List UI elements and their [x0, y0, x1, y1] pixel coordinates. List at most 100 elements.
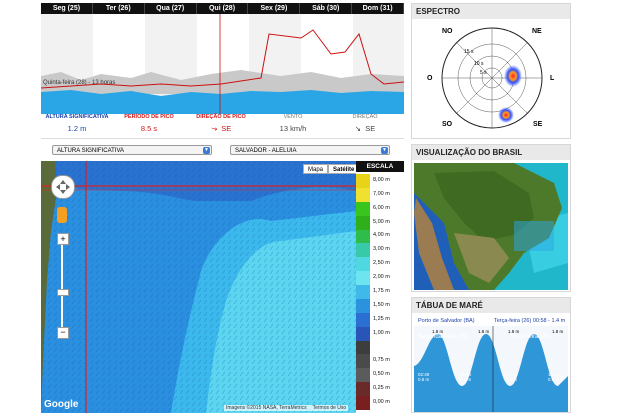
- metric-value: 8.5 s: [140, 124, 158, 133]
- spectrum-title: ESPECTRO: [412, 4, 570, 19]
- tide-low: 02:49 0.8 m: [418, 372, 430, 382]
- metric-direcao: DIREÇÃO ↘ SE: [325, 114, 405, 133]
- scale-label: 1,50 m: [373, 301, 390, 308]
- zoom-slider-handle[interactable]: [57, 289, 69, 296]
- arrow-icon: ↘: [208, 123, 219, 134]
- day-selector-bar: Seg (25) Ter (26) Qua (27) Qui (28) Sex …: [41, 3, 405, 14]
- chevron-down-icon: ▼: [203, 147, 210, 154]
- scale-swatch: [356, 285, 370, 300]
- metric-value: 1.2 m: [67, 124, 87, 133]
- tide-peak-height: 1.8 m: [478, 329, 490, 334]
- scale-label: 4,00 m: [373, 232, 390, 239]
- spectrum-dir-e: L: [550, 75, 555, 82]
- metric-altura: ALTURA SIGNIFICATIVA 1.2 m: [37, 114, 117, 133]
- zoom-in-button[interactable]: +: [57, 233, 69, 245]
- tide-chart[interactable]: [414, 326, 568, 412]
- metric-label: VENTO: [283, 114, 303, 120]
- brazil-title: VISUALIZAÇÃO DO BRASIL: [412, 145, 570, 160]
- tide-port: Porto de Salvador (BA): [418, 318, 475, 324]
- scale-swatch: [356, 298, 370, 314]
- scale-swatch: [356, 340, 370, 355]
- scale-label: 5,00 m: [373, 218, 390, 225]
- google-logo: Google: [44, 399, 79, 410]
- chevron-down-icon: ▼: [381, 147, 388, 154]
- metric-label: ALTURA SIGNIFICATIVA: [45, 114, 109, 120]
- scale-swatch: [356, 354, 370, 369]
- pegman-icon[interactable]: [57, 207, 67, 223]
- map-type-map-button[interactable]: Mapa: [303, 164, 329, 174]
- spectrum-dir-w: O: [427, 75, 433, 82]
- map-type-control: Mapa Satélite: [303, 164, 356, 174]
- metric-value: ↘ SE: [208, 123, 232, 134]
- scale-swatch: [356, 326, 370, 342]
- scale-legend: ESCALA 8,00 m 7,00 m 6,00 m 5,00 m 4,00 m 3,0…: [356, 161, 404, 413]
- spectrum-period-label: 5 s: [480, 70, 487, 76]
- scale-label: 6,00 m: [373, 204, 390, 211]
- tide-peak-height: 1.8 m: [508, 329, 520, 334]
- scale-label: 2,50 m: [373, 260, 390, 267]
- forecast-metrics: ALTURA SIGNIFICATIVA 1.2 m PERÍODO DE PI…: [41, 114, 404, 138]
- terms-link[interactable]: Termos de Uso: [312, 405, 347, 411]
- scale-label: 3,00 m: [373, 246, 390, 253]
- day-tab[interactable]: Sex (29): [248, 3, 301, 14]
- variable-select[interactable]: ALTURA SIGNIFICATIVA ▼: [52, 145, 212, 155]
- scale-swatch: [356, 187, 370, 203]
- tide-day-label: Terça-feira (26): [510, 334, 551, 340]
- scale-swatch: [356, 174, 370, 189]
- scale-label: 0,50 m: [373, 371, 390, 378]
- brazil-panel: VISUALIZAÇÃO DO BRASIL: [411, 144, 571, 292]
- scale-swatch: [356, 201, 370, 217]
- scale-label: 1,75 m: [373, 288, 390, 294]
- brazil-map[interactable]: [414, 163, 568, 290]
- scale-swatch: [356, 312, 370, 328]
- scale-swatch: [356, 243, 370, 258]
- metric-periodo: PERÍODO DE PICO 8.5 s: [109, 114, 189, 133]
- day-tab[interactable]: Ter (26): [93, 3, 145, 14]
- spectrum-dir-se: SE: [533, 121, 543, 128]
- forecast-chart[interactable]: Quinta-feira (28) - 13 horas: [40, 14, 405, 114]
- scale-swatch: [356, 382, 370, 397]
- tide-day-label: Segunda-feira (25): [418, 334, 469, 340]
- scale-label: 2,00 m: [373, 274, 390, 281]
- variable-select-value: ALTURA SIGNIFICATIVA: [57, 148, 125, 154]
- tide-low: 04:13 0.8 m: [506, 372, 518, 382]
- day-tab[interactable]: Qui (28): [197, 3, 249, 14]
- location-select[interactable]: SALVADOR - ALELUIA ▼: [230, 145, 390, 155]
- scale-label: 1,25 m: [373, 315, 390, 322]
- spectrum-dir-ne: NE: [532, 28, 542, 35]
- spectrum-dir-no: NO: [442, 28, 453, 35]
- map-type-satellite-button[interactable]: Satélite: [328, 164, 356, 174]
- arrow-icon: ↘: [354, 124, 362, 133]
- day-tab[interactable]: Dom (31): [352, 3, 405, 14]
- spectrum-period-label: 15 s: [464, 49, 474, 55]
- metric-label: DIREÇÃO DE PICO: [196, 114, 246, 120]
- scale-label: 0,00 m: [373, 399, 390, 406]
- tide-peak-height: 1.8 m: [552, 329, 564, 334]
- wave-map[interactable]: Mapa Satélite + − Google Imagens ©2015 N…: [41, 161, 356, 413]
- scale-swatch: [356, 229, 370, 244]
- chart-annotation: Quinta-feira (28) - 13 horas: [43, 80, 116, 86]
- spectrum-dir-so: SO: [442, 121, 453, 128]
- tide-peak-height: 1.8 m: [432, 329, 444, 334]
- day-tab[interactable]: Sáb (30): [300, 3, 353, 14]
- tide-low: 16:04 0.8 m: [548, 372, 560, 382]
- spectrum-period-label: 10 s: [474, 61, 484, 67]
- spectrum-panel: ESPECTRO NO NE O L SO SE 15 s 10 s 5 s: [411, 3, 571, 139]
- divider: [41, 138, 404, 139]
- map-attribution: Imagens ©2015 NASA, TerraMetrics Termos …: [224, 405, 349, 411]
- day-tab[interactable]: Seg (25): [41, 3, 93, 14]
- tide-low: 16:30 0.8 m: [460, 372, 472, 382]
- scale-label: 1,00 m: [373, 329, 390, 336]
- metric-label: DIREÇÃO: [352, 114, 378, 120]
- zoom-out-button[interactable]: −: [57, 327, 69, 339]
- metric-vento: VENTO 13 km/h: [253, 114, 333, 133]
- scale-title: ESCALA: [356, 161, 404, 172]
- scale-swatch: [356, 271, 370, 286]
- tide-title: TÁBUA DE MARÉ: [412, 298, 570, 313]
- pan-control[interactable]: [51, 175, 75, 199]
- metric-label: PERÍODO DE PICO: [124, 114, 174, 120]
- metric-value: 13 km/h: [279, 124, 307, 133]
- map-navigation-control: + −: [51, 175, 75, 345]
- day-tab[interactable]: Qua (27): [145, 3, 197, 14]
- scale-swatch: [356, 368, 370, 383]
